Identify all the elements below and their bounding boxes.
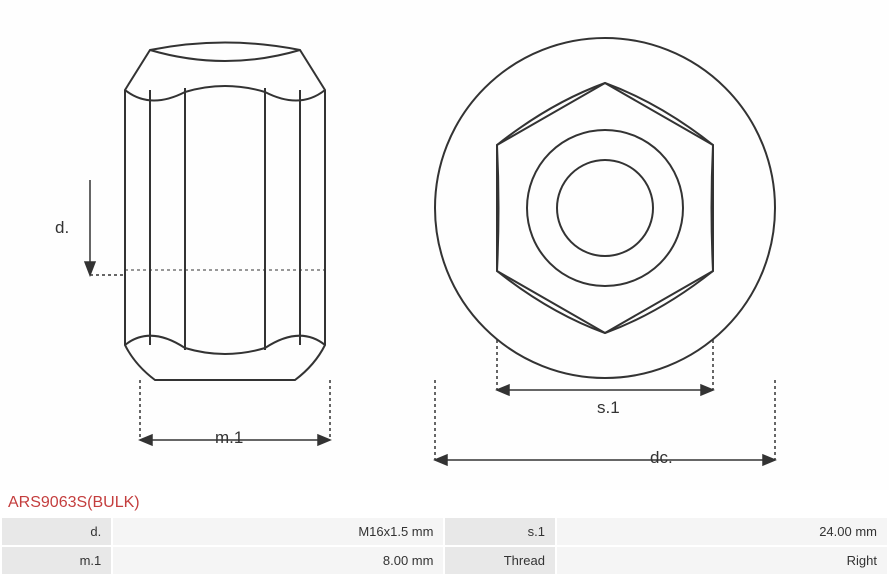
technical-diagram: d. m.1 s.1 dc. [0,0,889,490]
spec-label: s.1 [445,518,554,545]
spec-value: M16x1.5 mm [113,518,443,545]
spec-table: d. M16x1.5 mm s.1 24.00 mm m.1 8.00 mm T… [0,516,889,576]
spec-value: 24.00 mm [557,518,887,545]
label-dc: dc. [650,448,673,468]
label-m1: m.1 [215,428,243,448]
spec-label: Thread [445,547,554,574]
label-d: d. [55,218,69,238]
spec-label: m.1 [2,547,111,574]
dim-dc [420,380,800,470]
part-number: ARS9063S(BULK) [0,490,889,516]
dim-m1 [130,380,380,450]
spec-label: d. [2,518,111,545]
spec-value: 8.00 mm [113,547,443,574]
spec-value: Right [557,547,887,574]
table-row: d. M16x1.5 mm s.1 24.00 mm [2,518,887,545]
table-row: m.1 8.00 mm Thread Right [2,547,887,574]
dim-d-arrow [50,170,150,320]
